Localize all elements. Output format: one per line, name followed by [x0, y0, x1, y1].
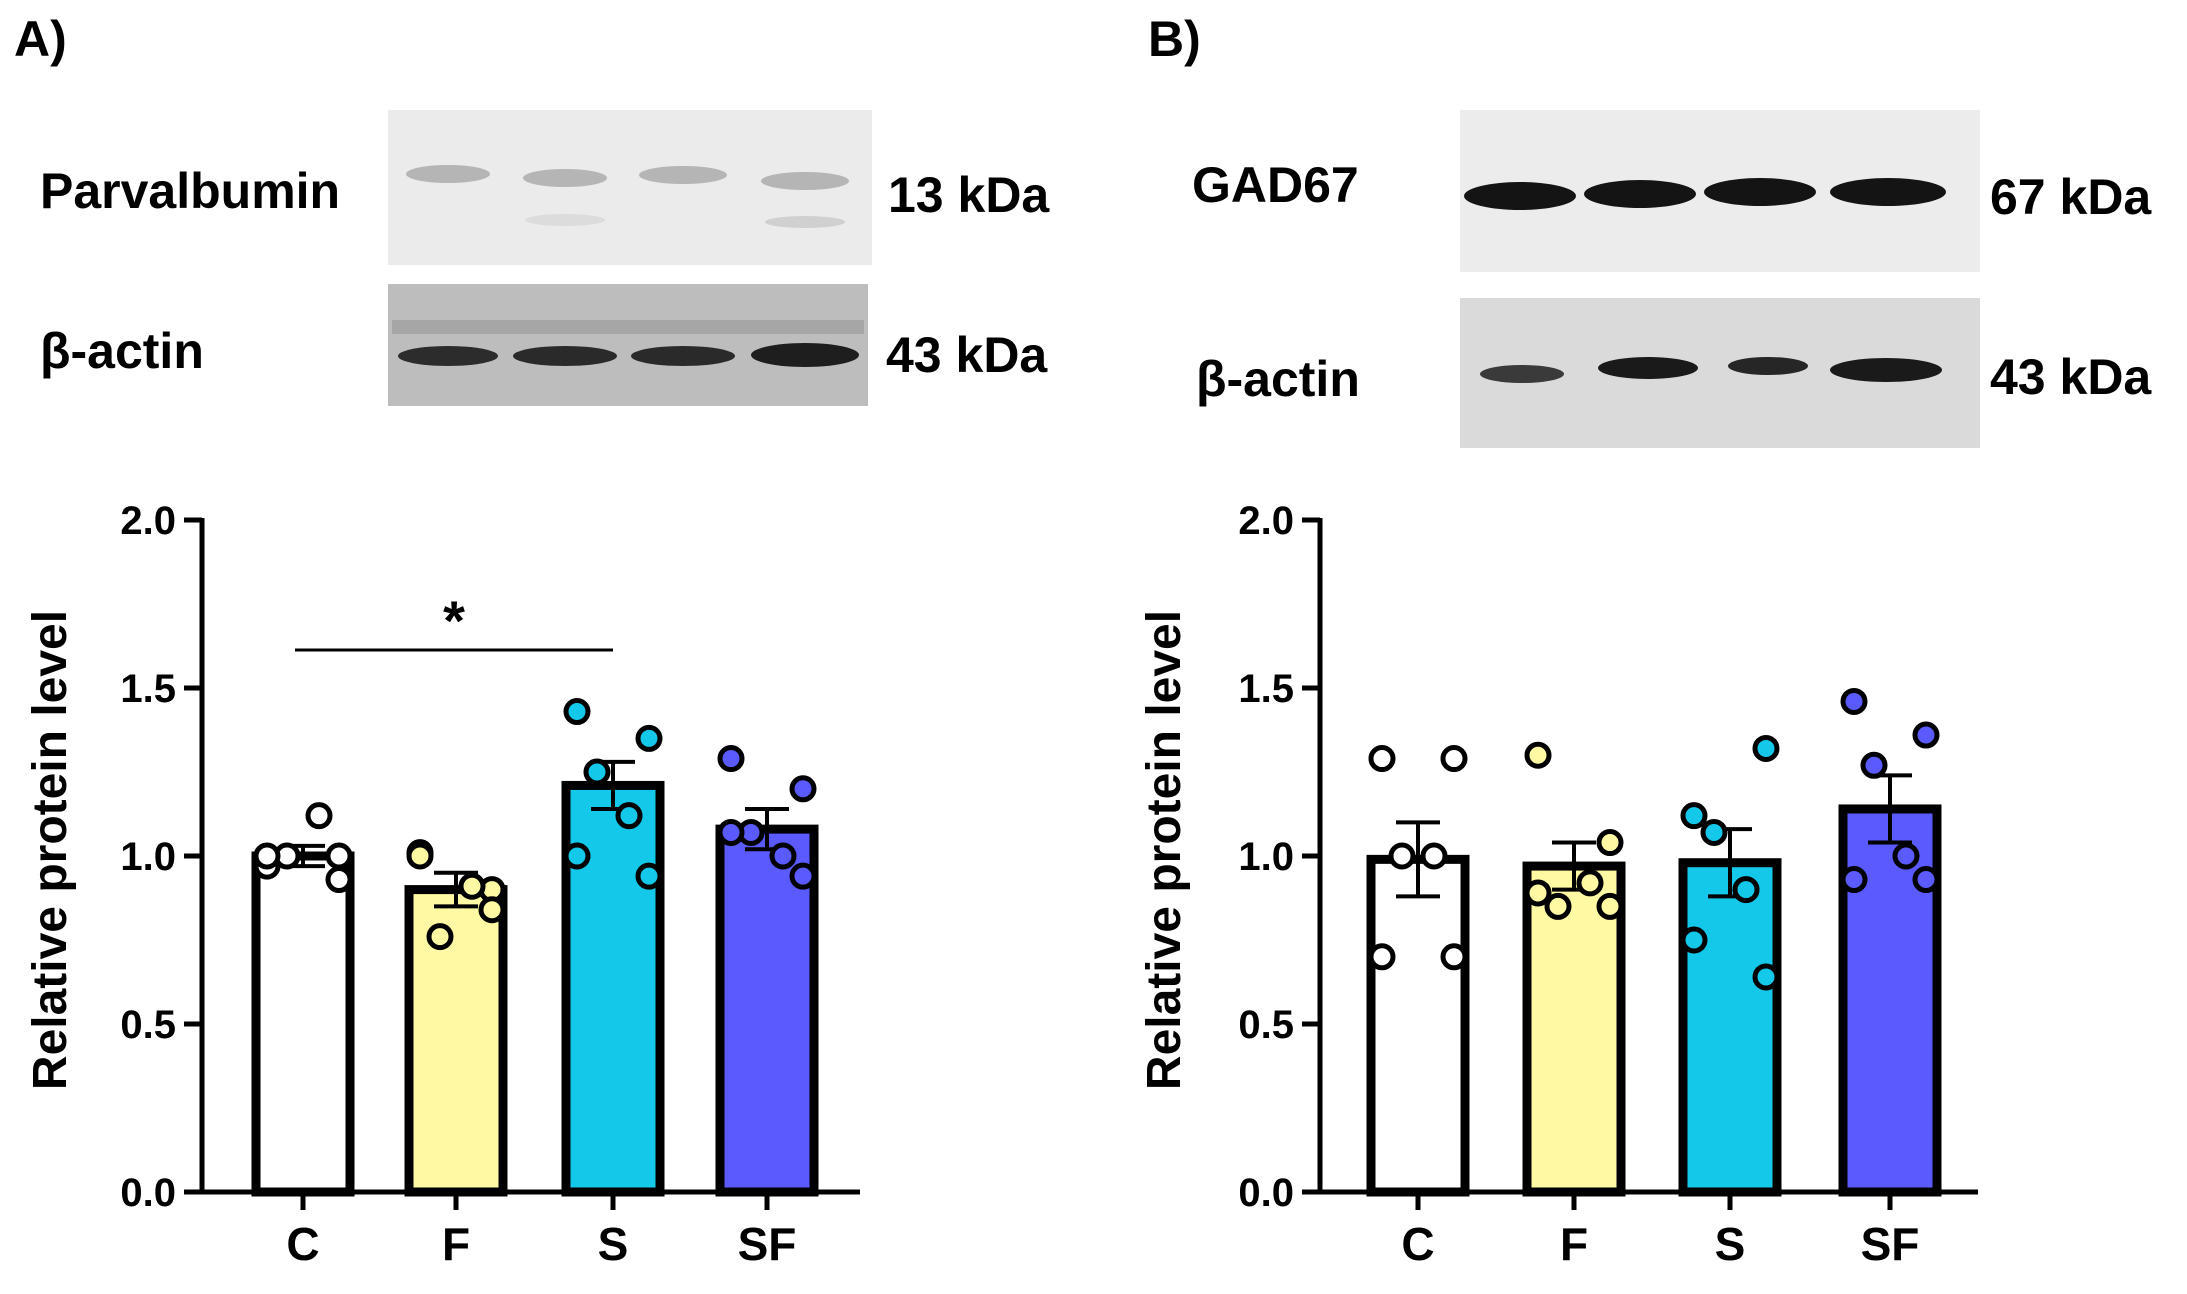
y-tick-label: 2.0 [120, 499, 176, 543]
data-point-SF [789, 862, 817, 890]
data-point-C [325, 866, 353, 894]
data-point-F [1524, 879, 1552, 907]
data-point-F [1596, 892, 1624, 920]
data-point-S [1752, 734, 1780, 762]
panel-a: A) Parvalbumin 13 kDa [14, 11, 1050, 1270]
data-point-SF [789, 775, 817, 803]
y-tick-label: 0.0 [1238, 1171, 1294, 1215]
blot-parvalbumin-bands [406, 165, 849, 228]
y-tick-label: 1.5 [120, 667, 176, 711]
data-point-F [458, 872, 486, 900]
bar-SF [715, 824, 819, 1197]
bar-S [1678, 858, 1782, 1197]
data-point-SF [717, 745, 745, 773]
y-tick-label: 0.5 [1238, 1003, 1294, 1047]
bar-F [404, 885, 508, 1197]
x-tick-label-S: S [598, 1218, 629, 1270]
data-point-F [1544, 892, 1572, 920]
data-point-C [1420, 842, 1448, 870]
blot-parvalbumin-protein: Parvalbumin [40, 163, 340, 219]
x-tick-label-C: C [1401, 1218, 1434, 1270]
chart-a: 0.0 0.5 1.0 1.5 2.0 C F S SF * [120, 499, 860, 1270]
blot-actin-a-protein: β-actin [40, 323, 204, 379]
data-point-S [635, 862, 663, 890]
data-point-SF [769, 842, 797, 870]
x-tick-label-SF: SF [738, 1218, 797, 1270]
blot-actin-b: β-actin 43 kDa [1196, 298, 2152, 448]
y-tick-label: 0.5 [120, 1003, 176, 1047]
blot-gad67-protein: GAD67 [1192, 157, 1359, 213]
data-point-S [1732, 876, 1760, 904]
x-tick-label-F: F [442, 1218, 470, 1270]
blot-parvalbumin-size: 13 kDa [888, 167, 1050, 223]
data-point-F [426, 923, 454, 951]
chart-b: 0.0 0.5 1.0 1.5 2.0 C F S SF [1238, 499, 1978, 1270]
data-point-S [1680, 802, 1708, 830]
y-tick-label: 1.5 [1238, 667, 1294, 711]
x-tick-label-SF: SF [1861, 1218, 1920, 1270]
y-tick-label: 1.0 [1238, 835, 1294, 879]
chart-b-ylabel: Relative protein level [1138, 610, 1191, 1090]
data-point-C [1368, 943, 1396, 971]
data-point-C [1440, 943, 1468, 971]
data-point-C [1440, 745, 1468, 773]
data-point-SF [717, 818, 745, 846]
data-point-S [1680, 926, 1708, 954]
blot-actin-a-bands [392, 320, 864, 367]
data-point-SF [1892, 842, 1920, 870]
panel-b: B) GAD67 67 kDa β-actin 43 kDa [1138, 11, 2152, 1270]
blot-parvalbumin: Parvalbumin 13 kDa [40, 110, 1050, 265]
blot-actin-b-size: 43 kDa [1990, 349, 2152, 405]
data-point-S [1700, 818, 1728, 846]
y-tick-label: 1.0 [120, 835, 176, 879]
blot-actin-a-size: 43 kDa [886, 327, 1048, 383]
blot-gad67-size: 67 kDa [1990, 169, 2152, 225]
blot-gad67-bands [1464, 178, 1946, 210]
data-point-C [253, 842, 281, 870]
data-point-S [583, 758, 611, 786]
bar-C [1366, 854, 1470, 1197]
panel-a-letter: A) [14, 11, 67, 67]
data-point-SF [1840, 866, 1868, 894]
data-point-C [1368, 745, 1396, 773]
data-point-F [1576, 869, 1604, 897]
data-point-SF [1860, 751, 1888, 779]
data-point-F [478, 896, 506, 924]
data-point-C [305, 802, 333, 830]
data-point-F [1596, 829, 1624, 857]
data-point-SF [1912, 866, 1940, 894]
panel-b-letter: B) [1148, 11, 1201, 67]
data-point-F [1524, 741, 1552, 769]
data-point-S [635, 724, 663, 752]
data-point-SF [1840, 687, 1868, 715]
data-point-S [1752, 963, 1780, 991]
x-tick-label-C: C [286, 1218, 319, 1270]
blot-actin-b-bands [1480, 357, 1942, 383]
data-point-S [615, 802, 643, 830]
data-point-S [563, 698, 591, 726]
significance-star: * [443, 589, 465, 652]
data-point-S [563, 842, 591, 870]
data-point-F [406, 842, 434, 870]
bar-F [1522, 861, 1626, 1197]
blot-gad67: GAD67 67 kDa [1192, 110, 2152, 272]
x-tick-label-S: S [1715, 1218, 1746, 1270]
bar-C [251, 851, 355, 1197]
data-point-C [1388, 842, 1416, 870]
y-tick-label: 0.0 [120, 1171, 176, 1215]
data-point-SF [1912, 721, 1940, 749]
x-tick-label-F: F [1560, 1218, 1588, 1270]
blot-actin-b-protein: β-actin [1196, 351, 1360, 407]
y-tick-label: 2.0 [1238, 499, 1294, 543]
chart-a-ylabel: Relative protein level [24, 610, 77, 1090]
blot-actin-a: β-actin 43 kDa [40, 284, 1048, 406]
data-point-C [325, 842, 353, 870]
